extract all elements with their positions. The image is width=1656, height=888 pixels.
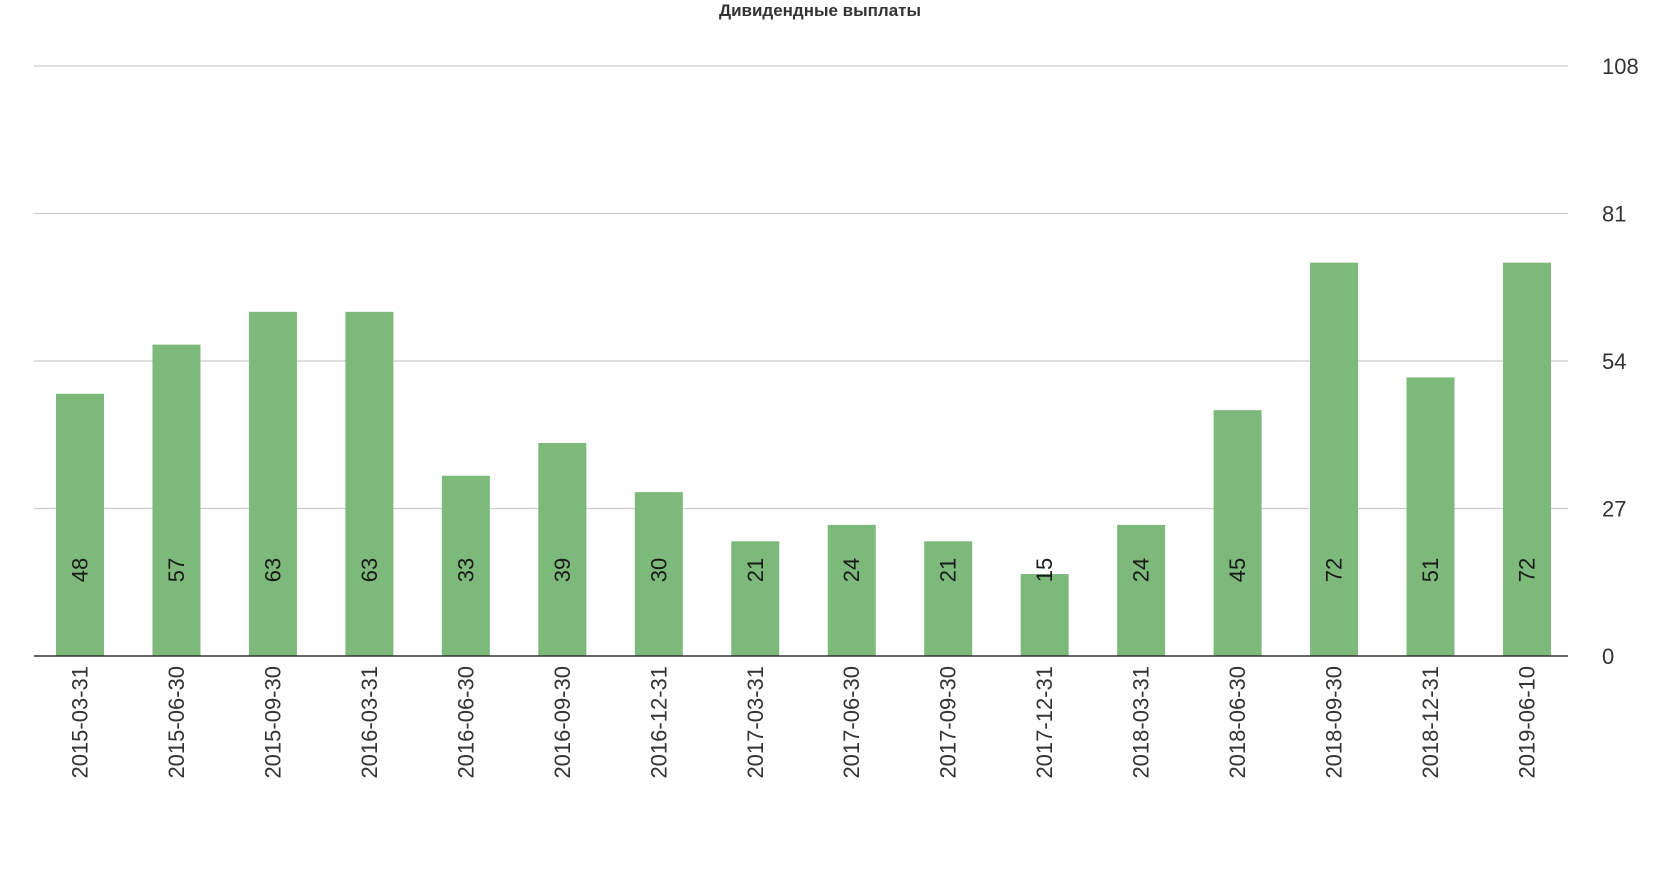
x-tick-label: 2017-12-31	[1032, 666, 1057, 779]
data-labels-layer: 48 57 63 63 33 39 30 21 24 21 15 24 45 72 51 72	[68, 558, 1540, 582]
x-tick-label: 2017-03-31	[743, 666, 768, 779]
bar	[1117, 524, 1166, 656]
bar	[634, 492, 683, 656]
bar	[56, 393, 104, 656]
y-axis-ticks: 0 27 54 81 108	[1602, 54, 1639, 669]
bar	[538, 442, 587, 656]
bar	[1503, 262, 1551, 656]
x-tick-label: 2017-06-30	[839, 666, 864, 779]
bar-value-label: 21	[936, 558, 961, 582]
x-tick-label: 2018-12-31	[1418, 666, 1443, 779]
x-tick-label: 2015-06-30	[164, 666, 189, 779]
x-tick-label: 2018-06-30	[1225, 666, 1250, 779]
bar	[248, 311, 297, 656]
bar-value-label: 30	[646, 558, 671, 582]
bar	[731, 541, 780, 656]
bar	[1020, 574, 1069, 656]
y-tick-label: 108	[1602, 54, 1639, 79]
bar	[1213, 410, 1262, 656]
bar	[924, 541, 973, 656]
bar-value-label: 57	[164, 558, 189, 582]
x-tick-label: 2015-09-30	[260, 666, 285, 779]
y-tick-label: 81	[1602, 202, 1626, 227]
x-axis-ticks: 2015-03-31 2015-06-30 2015-09-30 2016-03-31…	[68, 666, 1540, 779]
bars-layer	[56, 262, 1551, 656]
bar-value-label: 48	[68, 558, 93, 582]
bar-value-label: 63	[357, 558, 382, 582]
x-tick-label: 2016-09-30	[550, 666, 575, 779]
bar-value-label: 51	[1418, 558, 1443, 582]
bar	[827, 524, 876, 656]
bar-value-label: 39	[550, 558, 575, 582]
bar-value-label: 72	[1322, 558, 1347, 582]
x-tick-label: 2015-03-31	[68, 666, 93, 779]
bar-value-label: 33	[453, 558, 478, 582]
bar	[1310, 262, 1359, 656]
bar	[345, 311, 394, 656]
bar-value-label: 24	[1129, 558, 1154, 582]
bar	[152, 344, 201, 656]
y-tick-label: 27	[1602, 497, 1626, 522]
bar	[441, 475, 490, 656]
x-tick-label: 2019-06-10	[1515, 666, 1540, 779]
bar-value-label: 21	[743, 558, 768, 582]
bar-value-label: 72	[1515, 558, 1540, 582]
chart-title: Дивидендные выплаты	[719, 1, 921, 20]
x-tick-label: 2016-06-30	[453, 666, 478, 779]
bar	[1406, 377, 1455, 656]
bar-value-label: 63	[260, 558, 285, 582]
bar-value-label: 24	[839, 558, 864, 582]
x-tick-label: 2016-03-31	[357, 666, 382, 779]
x-tick-label: 2018-09-30	[1322, 666, 1347, 779]
x-tick-label: 2016-12-31	[646, 666, 671, 779]
bar-value-label: 15	[1032, 558, 1057, 582]
x-tick-label: 2018-03-31	[1129, 666, 1154, 779]
bar-value-label: 45	[1225, 558, 1250, 582]
y-tick-label: 0	[1602, 644, 1614, 669]
x-tick-label: 2017-09-30	[936, 666, 961, 779]
y-tick-label: 54	[1602, 349, 1626, 374]
